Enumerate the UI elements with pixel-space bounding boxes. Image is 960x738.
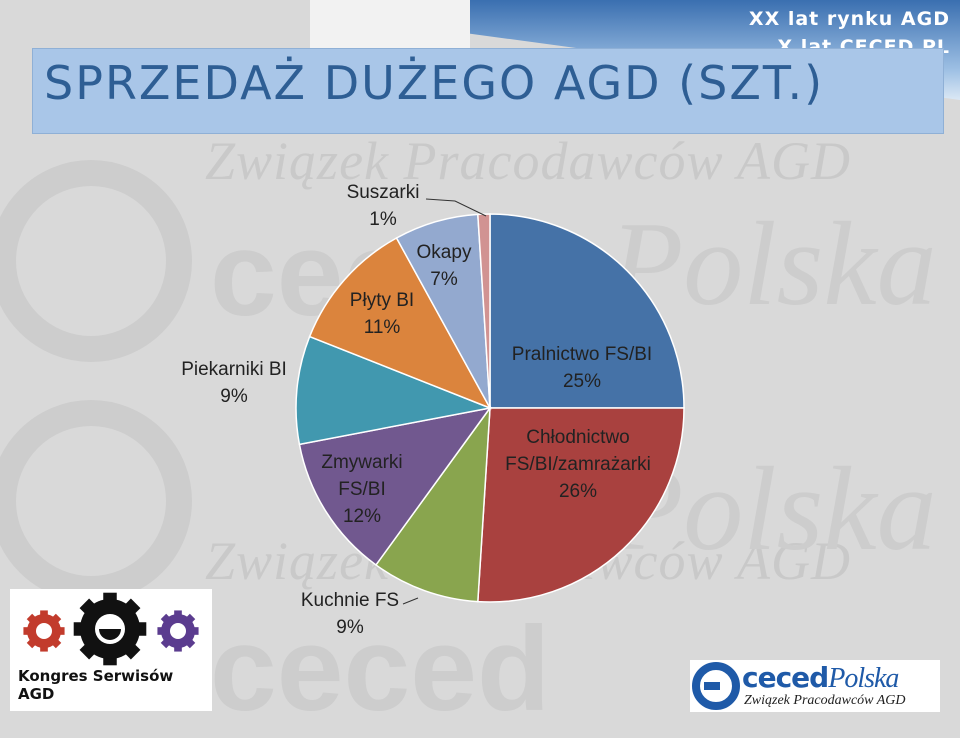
leader-line-7 [425, 198, 487, 217]
pie-slice-5 [308, 236, 492, 410]
kongres-logo-text: Kongres Serwisów AGD [18, 667, 174, 703]
slice-label-1: Chłodnictwo FS/BI/zamrażarki 26% [505, 427, 651, 502]
ceced-logo-word: ceced [742, 661, 829, 694]
slice-label-4: Piekarniki BI 9% [181, 359, 287, 407]
page-title: SPRZEDAŻ DUŻEGO AGD (SZT.) [44, 56, 825, 110]
gears-icon [23, 592, 199, 666]
ceced-logo-icon [692, 662, 740, 710]
pie-slice-3 [298, 406, 492, 566]
ceced-logo-word-italic: Polska [828, 663, 899, 694]
ceced-logo-subtitle: Związek Pracodawców AGD [744, 693, 906, 708]
pie-chart: Pralnictwo FS/BI 25% Chłodnictwo FS/BI/zamr… [181, 182, 685, 638]
watermark-text-1: Związek Pracodawców AGD [205, 131, 851, 191]
corner-line-1: XX lat rynku AGD [748, 8, 950, 30]
slice-label-5: Płyty BI 11% [350, 290, 414, 338]
slice-label-2: Kuchnie FS 9% [301, 590, 399, 638]
pie-slice-7 [477, 213, 491, 409]
slice-label-7: Suszarki 1% [347, 182, 420, 230]
pie-slice-0 [489, 213, 685, 409]
watermark-word-ceced-2: ceced [210, 602, 551, 736]
pie-slice-1 [477, 407, 685, 603]
title-bar [32, 48, 944, 134]
slice-label-6: Okapy 7% [417, 242, 472, 290]
pie-slice-4 [295, 335, 493, 446]
ceced-logo-title: cecedPolska [742, 661, 899, 695]
leader-line-2 [402, 597, 419, 605]
slice-label-3: Zmywarki FS/BI 12% [321, 452, 402, 527]
kongres-logo: Kongres Serwisów AGD [10, 589, 212, 711]
ceced-logo: cecedPolska Związek Pracodawców AGD [690, 660, 940, 712]
slice-label-0: Pralnictwo FS/BI 25% [512, 344, 652, 392]
pie-slice-2 [374, 405, 491, 603]
corner-white-strip [310, 0, 470, 48]
watermark-word-polska-1: Polska [610, 197, 937, 330]
